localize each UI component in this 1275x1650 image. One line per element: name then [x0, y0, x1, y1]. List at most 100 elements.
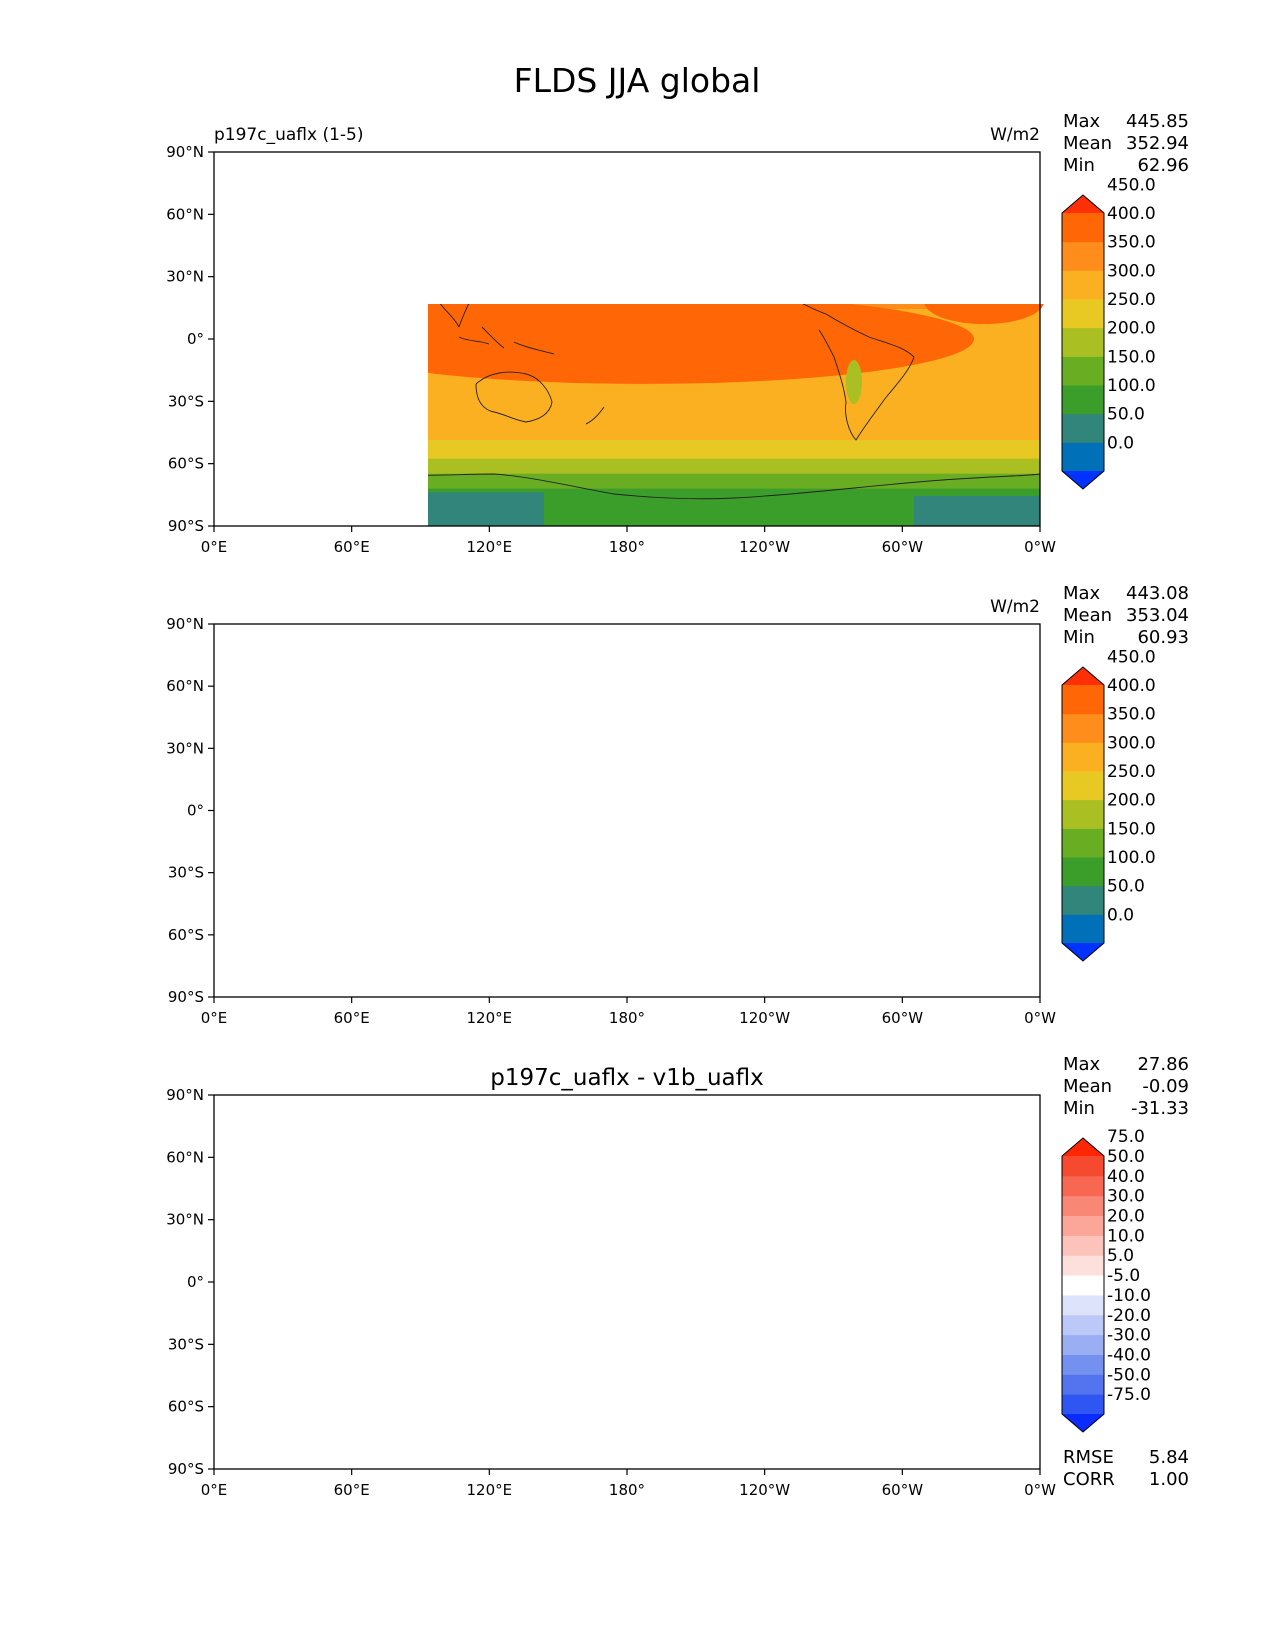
y-tick-label: 60°S — [168, 455, 204, 473]
field-band — [214, 624, 1040, 997]
stat-value: 353.04 — [1126, 605, 1189, 626]
anomaly — [594, 1424, 794, 1442]
y-tick-label: 60°S — [168, 1398, 204, 1416]
y-tick-label: 60°N — [166, 1148, 204, 1166]
panel-left-title: p197c_uaflx (1-5) — [214, 125, 363, 145]
colorbar-label: 50.0 — [1107, 1147, 1145, 1167]
colorbar-label: -5.0 — [1107, 1266, 1140, 1286]
colorbar-label: 450.0 — [1107, 175, 1156, 195]
field-band — [214, 1095, 1040, 1117]
stat-value: 60.93 — [1137, 627, 1189, 648]
stat-label: RMSE — [1063, 1447, 1114, 1468]
colorbar-label: 75.0 — [1107, 1127, 1145, 1147]
anomaly — [229, 1414, 389, 1428]
colorbar-segment — [1062, 1255, 1104, 1276]
warm-pool — [294, 766, 534, 841]
colorbar-label: -10.0 — [1107, 1286, 1151, 1306]
anomaly — [694, 1295, 854, 1315]
map-panel-1: 0°E 60°E 120°E 180° 120°W 60°W 0°W 90°N 60°N 30°N… — [166, 111, 1189, 556]
warm-pool — [924, 304, 1044, 325]
antarctic-field — [914, 967, 1040, 997]
stat-value: 445.85 — [1126, 111, 1189, 132]
colorbar-segment — [1062, 241, 1104, 271]
y-tick-label: 90°N — [166, 1086, 204, 1104]
warm-pool — [204, 305, 344, 372]
colorbar-label: 0.0 — [1107, 433, 1134, 453]
anomaly — [884, 1298, 1044, 1322]
y-tick-label: 90°S — [168, 517, 204, 535]
x-tick-label: 60°E — [334, 1481, 370, 1499]
colorbar-segment — [1062, 742, 1104, 772]
antarctic-field — [428, 492, 544, 526]
colorbar-label: -75.0 — [1107, 1385, 1151, 1405]
colorbar-label: 30.0 — [1107, 1187, 1145, 1207]
y-tick-label: 30°S — [168, 864, 204, 882]
stat-value: 5.84 — [1149, 1447, 1189, 1468]
panel-units: W/m2 — [990, 597, 1040, 617]
anomaly — [504, 1412, 864, 1448]
colorbar-outline — [1061, 666, 1105, 962]
colorbar-segment — [1062, 1294, 1104, 1316]
colorbar-segment — [1062, 1215, 1104, 1236]
x-tick-label: 0°E — [201, 1481, 228, 1499]
colorbar-segment — [1062, 1235, 1104, 1256]
colorbar-segment — [1062, 1275, 1104, 1296]
field-band — [214, 152, 1040, 172]
field-band — [428, 439, 1040, 459]
colorbar-label: 100.0 — [1107, 848, 1156, 868]
antarctic-field — [214, 963, 544, 997]
map-field — [164, 1095, 1044, 1469]
map-frame — [213, 1094, 1041, 1470]
antarctic-field — [914, 496, 1040, 526]
colorbar-segment — [1062, 1175, 1104, 1197]
stat-label: Max — [1063, 1054, 1101, 1075]
x-tick-label: 120°E — [467, 1481, 513, 1499]
colorbar-outline — [1061, 194, 1105, 490]
y-tick-label: 0° — [187, 1273, 204, 1291]
anomaly — [849, 1404, 1039, 1436]
stat-label: Mean — [1063, 133, 1112, 154]
colorbar-label: 50.0 — [1107, 877, 1145, 897]
colorbar-segment — [1062, 685, 1104, 715]
field-band — [214, 624, 1040, 644]
y-tick-label: 90°N — [166, 143, 204, 161]
warm-pool — [924, 751, 1044, 796]
field-band — [214, 706, 1040, 781]
x-tick-label: 0°E — [201, 1009, 228, 1027]
panel-units: W/m2 — [990, 125, 1040, 145]
colorbar-label: -40.0 — [1107, 1345, 1151, 1365]
anomaly — [857, 1283, 881, 1327]
colorbar-segment — [1062, 667, 1104, 685]
colorbar-segment — [1062, 713, 1104, 743]
anomaly — [224, 1143, 504, 1187]
anomaly — [964, 1207, 1024, 1243]
colorbar-label: 250.0 — [1107, 290, 1156, 310]
greenland-field — [887, 172, 971, 212]
colorbar-segment — [1062, 943, 1104, 961]
x-tick-label: 120°W — [739, 538, 790, 556]
colorbar-segment — [1062, 299, 1104, 329]
greenland-field — [887, 644, 971, 684]
colorbar-segment — [1062, 1334, 1104, 1355]
y-tick-label: 30°N — [166, 268, 204, 286]
colorbar-segment — [1062, 914, 1104, 944]
colorbar-segment — [1062, 1314, 1104, 1336]
x-tick-label: 120°E — [467, 538, 513, 556]
colorbar-label: 50.0 — [1107, 405, 1145, 425]
x-tick-label: 60°W — [882, 1481, 924, 1499]
y-tick-label: 90°S — [168, 988, 204, 1006]
colorbar: -75.0-50.0-40.0-30.0-20.0-10.0-5.05.010.… — [1061, 1127, 1151, 1433]
colorbar-segment — [1062, 1414, 1104, 1432]
stat-label: Min — [1063, 155, 1095, 176]
colorbar-segment — [1062, 1374, 1104, 1395]
stat-value: -31.33 — [1131, 1098, 1189, 1119]
stat-label: Max — [1063, 583, 1101, 604]
y-tick-label: 60°S — [168, 926, 204, 944]
anomaly — [839, 1260, 889, 1290]
stat-value: 27.86 — [1137, 1054, 1189, 1075]
y-tick-label: 90°N — [166, 615, 204, 633]
map-frame — [213, 623, 1041, 998]
colorbar-label: 400.0 — [1107, 204, 1156, 224]
stat-label: CORR — [1063, 1469, 1115, 1490]
colorbar-segment — [1062, 327, 1104, 357]
